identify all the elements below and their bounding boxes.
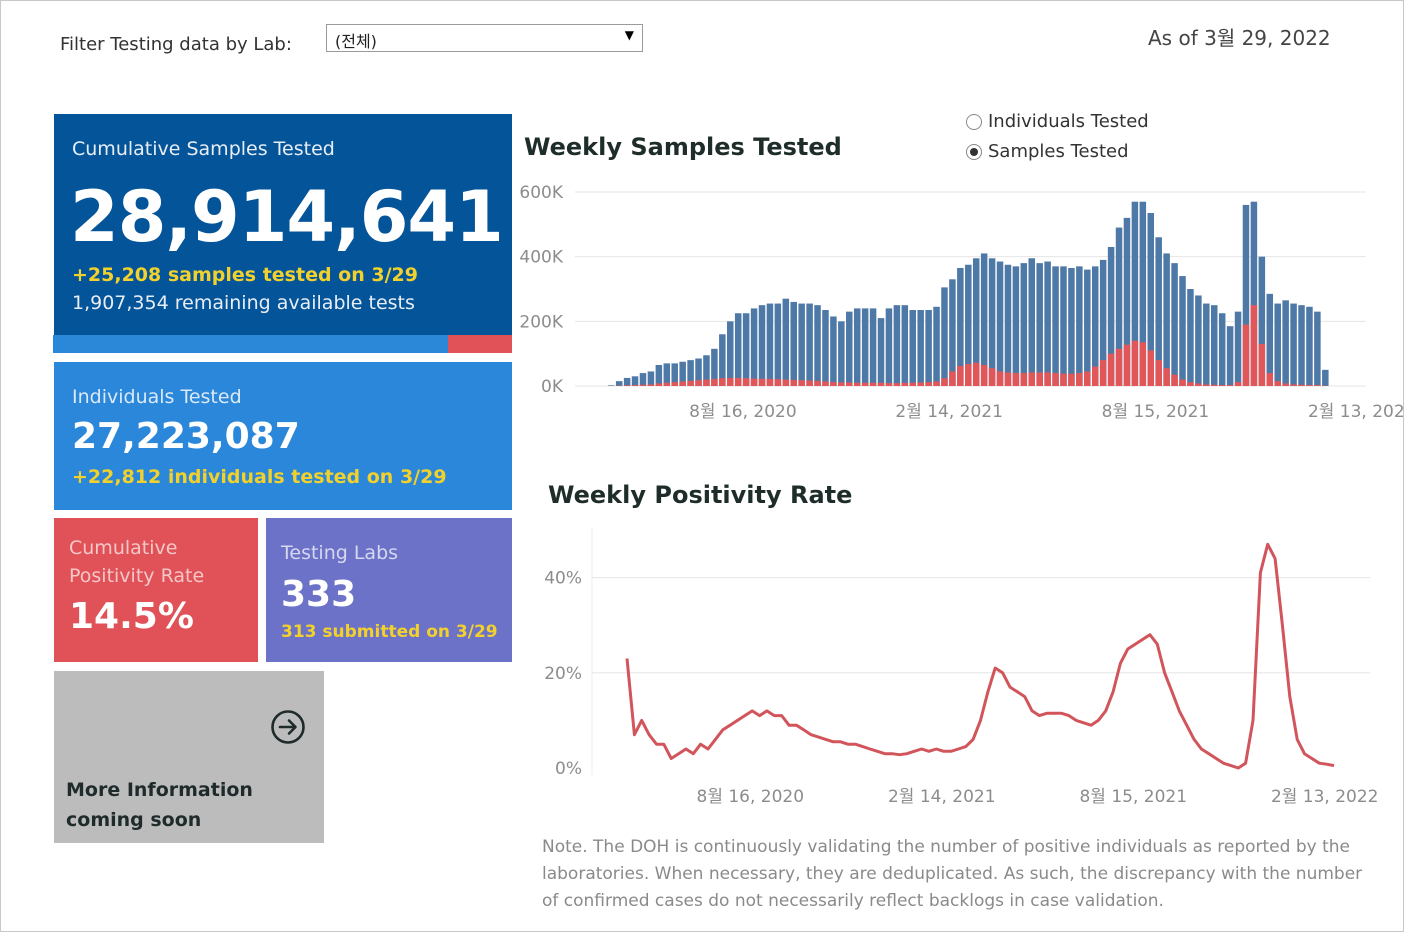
- samples-daily-delta: +25,208 samples tested on 3/29: [72, 264, 418, 286]
- lab-filter-dropdown[interactable]: (전체) ▼: [326, 24, 643, 52]
- radio-checked-icon[interactable]: [966, 144, 982, 160]
- remaining-tests: 1,907,354 remaining available tests: [72, 292, 415, 314]
- testing-labs-title: Testing Labs: [281, 542, 399, 564]
- radio-samples-label: Samples Tested: [988, 141, 1129, 162]
- arrow-right-circle-icon[interactable]: [270, 709, 306, 745]
- cumulative-positivity-value: 14.5%: [69, 596, 194, 637]
- cumulative-positivity-card: Cumulative Positivity Rate 14.5%: [54, 518, 258, 662]
- radio-individuals-tested[interactable]: Individuals Tested: [966, 111, 1149, 132]
- cumulative-samples-card: Cumulative Samples Tested 28,914,641 +25…: [54, 114, 512, 336]
- individuals-tested-card: Individuals Tested 27,223,087 +22,812 in…: [54, 362, 512, 510]
- lab-filter-value: (전체): [335, 32, 377, 51]
- radio-individuals-label: Individuals Tested: [988, 111, 1149, 132]
- filter-label: Filter Testing data by Lab:: [60, 34, 292, 55]
- testing-labs-value: 333: [281, 574, 357, 615]
- individuals-tested-value: 27,223,087: [72, 416, 300, 457]
- remaining-tests-bar: [53, 335, 512, 353]
- more-information-text: More Information coming soon: [66, 779, 253, 831]
- individuals-daily-delta: +22,812 individuals tested on 3/29: [72, 466, 447, 488]
- weekly-samples-chart-title: Weekly Samples Tested: [524, 133, 842, 161]
- individuals-tested-title: Individuals Tested: [72, 386, 242, 408]
- remaining-tests-bar-fill: [447, 335, 512, 353]
- labs-submitted: 313 submitted on 3/29: [281, 622, 498, 642]
- testing-labs-card: Testing Labs 333 313 submitted on 3/29: [266, 518, 512, 662]
- dropdown-arrow-icon[interactable]: ▼: [624, 28, 634, 42]
- as-of-date: As of 3월 29, 2022: [1148, 26, 1331, 50]
- radio-samples-tested[interactable]: Samples Tested: [966, 141, 1129, 162]
- more-information-card[interactable]: More Information coming soon: [54, 671, 324, 843]
- cumulative-samples-value: 28,914,641: [70, 176, 504, 258]
- radio-unchecked-icon[interactable]: [966, 114, 982, 130]
- cumulative-samples-title: Cumulative Samples Tested: [72, 138, 335, 160]
- validation-note: Note. The DOH is continuously validating…: [542, 837, 1363, 911]
- weekly-positivity-chart-title: Weekly Positivity Rate: [548, 481, 853, 509]
- cumulative-positivity-title: Cumulative Positivity Rate: [69, 537, 205, 587]
